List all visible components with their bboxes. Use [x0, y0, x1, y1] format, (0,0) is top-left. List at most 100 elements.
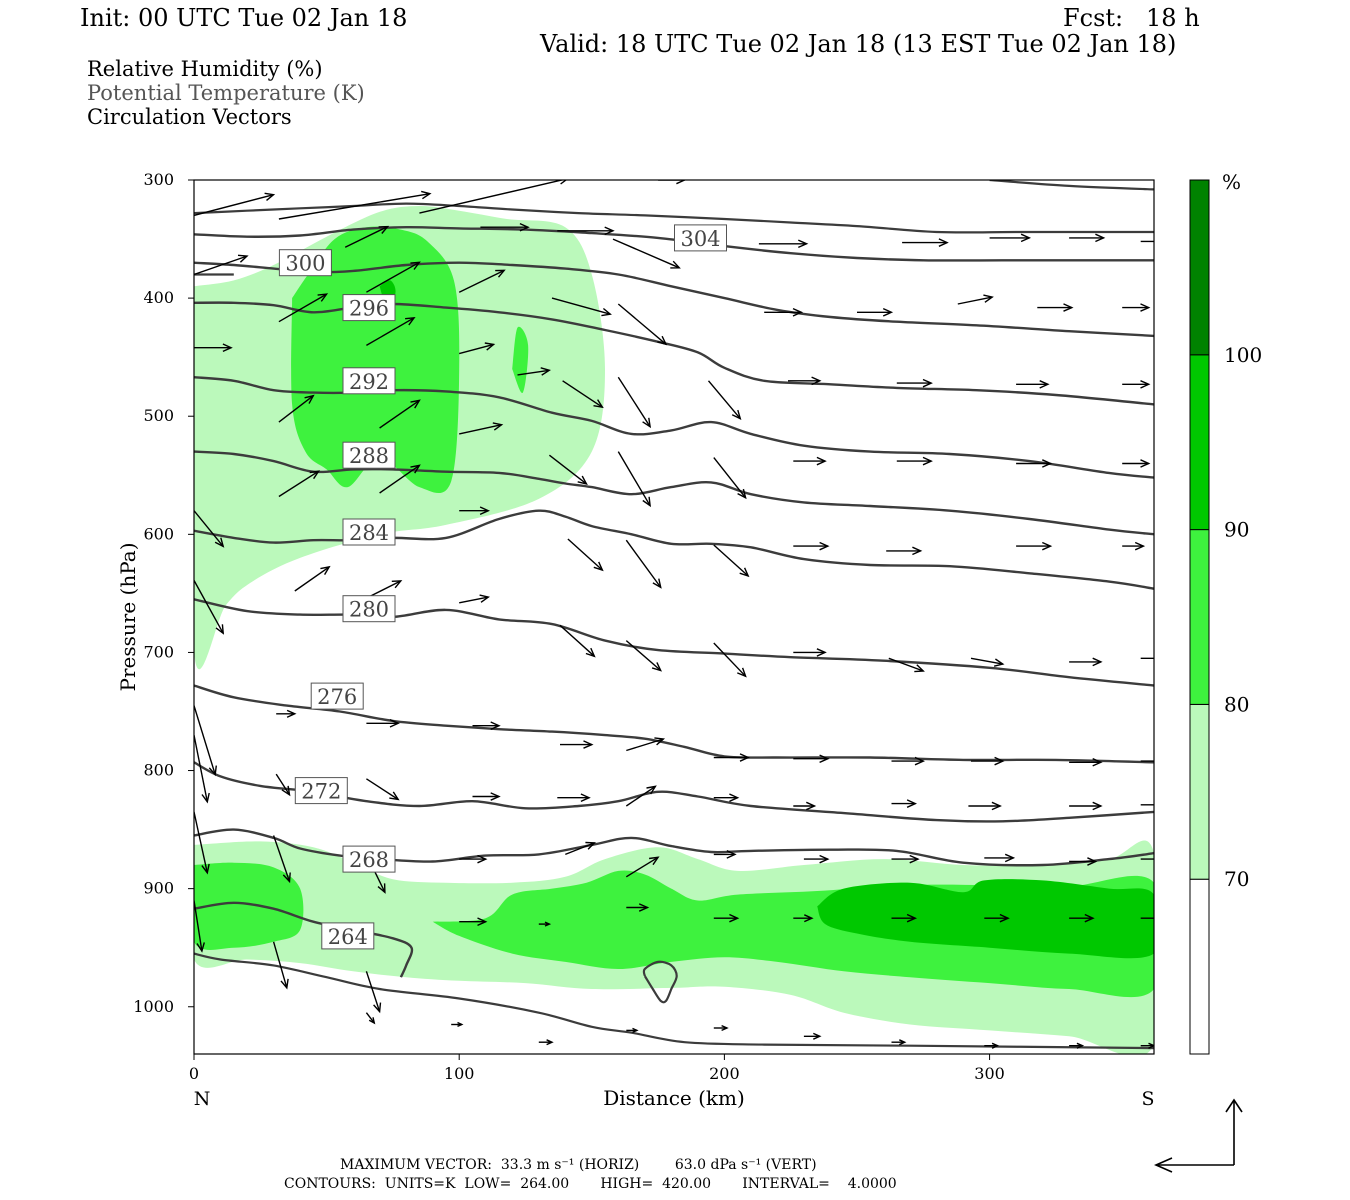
circulation-vector [989, 233, 1032, 243]
colorbar-label: 70 [1224, 867, 1249, 891]
contour-label-box [342, 367, 396, 395]
vector-head [264, 192, 276, 201]
vector-head [479, 506, 491, 516]
legend-relative-humidity: Relative Humidity (%) [87, 57, 323, 81]
vector-shaft [551, 297, 611, 315]
vector-head [739, 567, 750, 578]
contour-label-280: 280 [349, 598, 389, 622]
circulation-vector [459, 854, 488, 864]
forecast-hour: Fcst: 18 h [1063, 4, 1200, 32]
circulation-vector [194, 510, 225, 548]
rh-region-80 [512, 326, 529, 394]
circulation-vector [626, 737, 666, 752]
vector-head [651, 662, 663, 672]
colorbar-label: 100 [1224, 343, 1262, 367]
y-tick-label: 900 [143, 879, 174, 898]
vector-head [726, 850, 737, 859]
circulation-vector [344, 225, 390, 248]
circulation-vector [886, 546, 923, 556]
vector-shaft [617, 303, 667, 345]
isentrope-288 [194, 450, 1154, 536]
circulation-vector [459, 342, 496, 355]
vector-head [237, 254, 249, 263]
x-axis-right-label: S [1141, 1088, 1154, 1110]
contour-label-288: 288 [349, 444, 389, 468]
vector-head [201, 792, 210, 804]
vector-shaft [365, 1012, 375, 1024]
vector-head [922, 378, 933, 388]
vector-head [215, 624, 225, 635]
vector-head [320, 565, 331, 575]
legend-potential-temperature: Potential Temperature (K) [87, 81, 365, 105]
contour-label-304: 304 [680, 227, 720, 251]
colorbar-segment [1189, 878, 1210, 1055]
vector-head [816, 456, 827, 466]
circulation-vector [891, 756, 926, 766]
circulation-vector [793, 801, 817, 811]
circulation-vector [459, 506, 491, 516]
vector-head [1004, 853, 1016, 863]
y-axis-title: Pressure (hPa) [116, 543, 140, 692]
vector-head [938, 238, 949, 247]
circulation-vector [891, 913, 918, 923]
contour-label-292: 292 [349, 370, 389, 394]
vector-head [560, 180, 568, 185]
circulation-vector [365, 1012, 376, 1025]
circulation-vector [626, 903, 650, 912]
vector-head [1153, 654, 1154, 663]
circulation-vector [278, 293, 329, 323]
circulation-vector [713, 544, 750, 578]
vector-shaft [379, 399, 420, 429]
x-tick-label: 300 [974, 1064, 1005, 1083]
circulation-vector [626, 1027, 639, 1033]
colorbar-label: 80 [1224, 692, 1249, 716]
vector-shaft [548, 454, 587, 485]
vector-head [1042, 459, 1053, 468]
circulation-vector [625, 785, 657, 807]
vector-head [991, 1042, 1000, 1049]
vector-head [593, 561, 604, 572]
circulation-vector [713, 913, 740, 923]
vector-shaft [625, 640, 662, 672]
circulation-vector [896, 378, 933, 388]
vector-head [994, 756, 1005, 766]
vector-shaft [366, 261, 420, 293]
vector-shaft [626, 738, 664, 752]
vector-head [1140, 380, 1151, 389]
circulation-vector [764, 307, 804, 317]
circulation-vector [902, 238, 949, 247]
vector-head [544, 921, 552, 927]
vector-head [804, 914, 814, 923]
vector-shaft [888, 657, 924, 672]
vector-shaft [294, 566, 330, 592]
circulation-vector [459, 594, 490, 604]
circulation-vector [194, 734, 210, 804]
vector-shaft [625, 539, 662, 588]
plot-frame [193, 179, 1155, 1055]
vector-shaft [194, 580, 224, 634]
vector-head [816, 648, 827, 657]
vector-head [813, 1032, 822, 1040]
vector-head [304, 394, 315, 404]
vector-head [222, 343, 233, 353]
init-time: Init: 00 UTC Tue 02 Jan 18 [80, 4, 408, 32]
vector-head [580, 793, 591, 803]
vector-head [1134, 541, 1146, 551]
circulation-vector [472, 792, 501, 801]
circulation-vector [891, 854, 920, 864]
circulation-vector [194, 900, 205, 953]
colorbar-segment [1189, 354, 1210, 531]
contour-label-box [674, 224, 727, 252]
rh-region-80 [194, 862, 304, 950]
circulation-vector [1122, 541, 1146, 551]
circulation-vector [278, 190, 432, 220]
vector-head [638, 903, 650, 912]
isentrope-296 [194, 301, 1154, 406]
y-tick-label: 1000 [133, 997, 174, 1016]
vector-shaft [713, 457, 747, 499]
vector-head [1153, 800, 1154, 810]
circulation-vector [379, 464, 421, 494]
circulation-vector [625, 539, 662, 589]
circulation-vector [557, 793, 591, 803]
